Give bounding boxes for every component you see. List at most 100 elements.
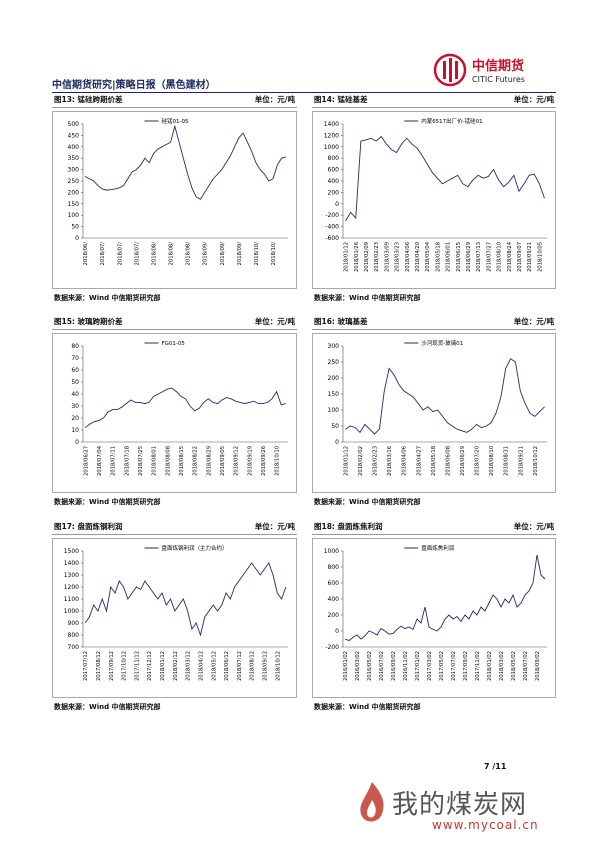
y-tick-label: 1000 [324, 144, 339, 151]
x-tick-label: 2018/07/ [134, 242, 140, 266]
figure-unit: 单位：元/吨 [513, 95, 554, 104]
figure-title: 图18: 盘面炼焦利润 [314, 522, 383, 531]
x-tick-label: 2018/06/29 [466, 242, 472, 272]
data-line [345, 358, 545, 435]
figure-title: 图17: 盘面炼钢利润 [54, 522, 123, 531]
y-tick-label: 300 [328, 343, 340, 350]
figure-unit: 单位：元/吨 [254, 95, 295, 104]
y-tick-label: 200 [328, 612, 340, 619]
x-tick-label: 2016/03/02 [355, 651, 361, 681]
legend-label: 沙河现货-玻璃01 [421, 339, 463, 347]
x-tick-label: 2018/09/ [203, 242, 209, 266]
legend-label: 盘面炼钢利润（主力合约） [162, 544, 228, 552]
x-tick-label: 2018/09/19 [247, 446, 253, 476]
watermark-icon [360, 782, 384, 822]
data-line [85, 387, 286, 428]
x-tick-label: 2018/09/05 [220, 446, 226, 476]
x-tick-label: 2018/08/12 [250, 651, 256, 681]
chart: -200 0 200 400 600 800 1000 2016/01/02 2016/03/0… [324, 544, 547, 681]
x-tick-label: 2018/04/06 [405, 242, 411, 272]
chart: -600 -400 -200 0 200 400 600 800 1000 1200 1400 201… [324, 117, 547, 272]
figure: 图13: 锰硅跨期价差 单位：元/吨 0 50 100 150 200 250 300 350 40… [52, 94, 297, 303]
x-tick-label: 2018/10/12 [533, 446, 539, 476]
y-tick-label: 800 [68, 632, 80, 639]
y-tick-label: 350 [68, 155, 80, 162]
x-tick-label: 2018/08/ [169, 242, 175, 266]
x-tick-label: 2017/07/12 [83, 651, 89, 681]
x-tick-label: 2018/05/12 [211, 651, 217, 681]
x-tick-label: 2016/07/02 [379, 651, 385, 681]
y-tick-label: 50 [331, 423, 339, 430]
figure-title-row: 图13: 锰硅跨期价差 单位：元/吨 [52, 94, 297, 108]
y-tick-label: -600 [325, 235, 339, 242]
x-tick-label: 2016/09/02 [391, 651, 397, 681]
x-tick-label: 2018/10/12 [275, 651, 281, 681]
y-tick-label: 0 [335, 201, 339, 208]
x-tick-label: 2018/08/29 [206, 446, 212, 476]
x-tick-label: 2017/03/02 [427, 651, 433, 681]
figure: 图16: 玻璃基差 单位：元/吨 0 50 100 150 200 250 300 2018/01… [312, 316, 556, 507]
x-tick-label: 2018/10/10 [275, 446, 281, 476]
chart: 700 800 900 1000 1100 1200 1300 1400 1500 2017/07… [64, 544, 288, 681]
chart: 0 50 100 150 200 250 300 2018/01/12 2018/02/02 20… [328, 339, 547, 476]
y-tick-label: 0 [75, 439, 79, 446]
figure-title: 图15: 玻璃跨期价差 [54, 317, 123, 326]
figure-title-row: 图18: 盘面炼焦利润 单位：元/吨 [312, 521, 556, 535]
x-tick-label: 2018/06/12 [224, 651, 230, 681]
x-tick-label: 2018/05/02 [511, 651, 517, 681]
x-tick-label: 2018/05/04 [425, 241, 431, 272]
y-tick-label: -200 [325, 644, 339, 651]
x-tick-label: 2018/08/22 [193, 446, 199, 476]
x-tick-label: 2018/07/04 [97, 445, 103, 476]
y-tick-label: 30 [71, 403, 79, 410]
y-tick-label: 150 [68, 201, 80, 208]
figure-title-row: 图15: 玻璃跨期价差 单位：元/吨 [52, 316, 297, 330]
figure-unit: 单位：元/吨 [254, 317, 295, 326]
chart-box: -200 0 200 400 600 800 1000 2016/01/02 2016/03/0… [312, 538, 556, 698]
x-tick-label: 2018/08/31 [504, 446, 510, 476]
y-tick-label: 400 [328, 178, 340, 185]
logo-en: CITIC Futures [472, 75, 525, 84]
y-tick-label: 150 [328, 391, 340, 398]
y-tick-label: 400 [68, 144, 80, 151]
x-tick-label: 2018/06/ [83, 242, 89, 266]
chart: 0 50 100 150 200 250 300 350 400 450 500 2018/06/20… [68, 117, 288, 266]
figure-title-row: 图14: 锰硅基差 单位：元/吨 [312, 94, 556, 108]
figure-title: 图16: 玻璃基差 [314, 317, 368, 326]
x-tick-label: 2018/09/07 [517, 242, 523, 272]
x-tick-label: 2018/03/02 [499, 651, 505, 681]
figure: 图15: 玻璃跨期价差 单位：元/吨 0 10 20 30 40 50 60 70 80 2018/0… [52, 316, 297, 507]
legend-label: FG01-05 [162, 341, 186, 347]
x-tick-label: 2018/09/21 [527, 242, 533, 272]
y-tick-label: 200 [328, 375, 340, 382]
y-tick-label: 1200 [324, 132, 339, 139]
figure-source: 数据来源：Wind 中信期货研究部 [54, 294, 161, 302]
chart-box: 0 10 20 30 40 50 60 70 80 2018/06/27 2018/07/04 201… [52, 333, 297, 493]
y-tick-label: 200 [328, 189, 340, 196]
x-tick-label: 2018/09/ [220, 242, 226, 266]
x-tick-label: 2018/01/12 [343, 446, 349, 476]
figure-source: 数据来源：Wind 中信期货研究部 [314, 703, 421, 711]
data-line [344, 554, 546, 642]
y-tick-label: 0 [335, 628, 339, 635]
watermark-url: www.mycoal.cn [432, 818, 539, 832]
x-tick-label: 2017/09/02 [463, 651, 469, 681]
x-tick-label: 2018/02/12 [173, 651, 179, 681]
x-tick-label: 2018/08/10 [489, 446, 495, 476]
x-tick-label: 2017/01/02 [415, 651, 421, 681]
y-tick-label: 200 [68, 189, 80, 196]
x-tick-label: 2018/05/18 [435, 242, 441, 272]
y-tick-label: 1400 [64, 560, 79, 567]
x-tick-label: 2017/12/12 [147, 651, 153, 681]
x-tick-label: 2018/10/ [271, 242, 277, 266]
x-tick-label: 2018/01/02 [487, 651, 493, 681]
figure-title: 图13: 锰硅跨期价差 [54, 95, 123, 104]
y-tick-label: 400 [328, 596, 340, 603]
data-line [84, 124, 286, 200]
chart-box: -600 -400 -200 0 200 400 600 800 1000 1200 1400 201… [312, 111, 556, 289]
y-tick-label: 80 [71, 343, 79, 350]
figure: 图14: 锰硅基差 单位：元/吨 -600 -400 -200 0 200 400 600 800… [312, 94, 556, 303]
x-tick-label: 2018/07/27 [486, 242, 492, 272]
x-tick-label: 2018/09/12 [263, 651, 269, 681]
